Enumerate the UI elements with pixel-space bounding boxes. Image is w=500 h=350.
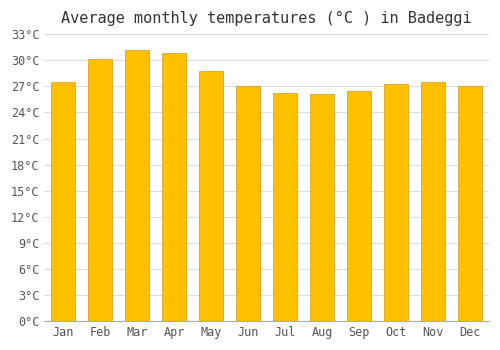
Title: Average monthly temperatures (°C ) in Badeggi: Average monthly temperatures (°C ) in Ba… [62,11,472,26]
Bar [88,58,112,321]
Bar [310,94,334,321]
Bar [51,82,75,321]
Bar [199,71,223,321]
Bar [384,84,408,321]
Bar [458,85,482,321]
Bar [125,50,149,321]
Bar [347,91,372,321]
Bar [236,85,260,321]
Bar [162,53,186,321]
Bar [422,82,446,321]
Bar [273,93,297,321]
